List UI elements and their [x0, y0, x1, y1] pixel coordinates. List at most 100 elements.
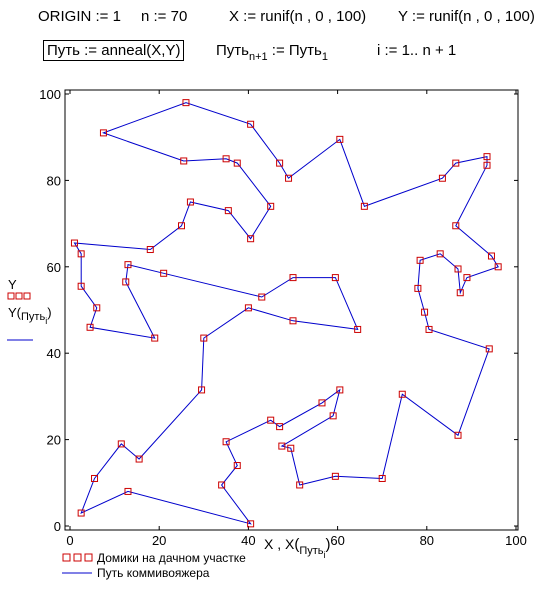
house-marker: [247, 235, 255, 243]
house-marker: [224, 207, 232, 215]
house-marker: [287, 444, 295, 452]
house-marker: [360, 202, 368, 210]
side-ypath-sub: Путь: [21, 311, 46, 323]
house-marker: [336, 135, 344, 143]
house-marker: [452, 222, 460, 230]
legend-line-sample: [62, 572, 92, 574]
x-tick-label: 0: [66, 533, 73, 548]
house-marker: [425, 325, 433, 333]
side-ypath-label: Y(Путьi): [8, 305, 52, 326]
x-tick-label: 40: [241, 533, 255, 548]
house-marker: [182, 99, 190, 107]
x-tick-label: 20: [152, 533, 166, 548]
side-y-label: Y: [8, 277, 17, 292]
house-marker: [414, 284, 422, 292]
house-marker: [135, 455, 143, 463]
house-marker: [267, 416, 275, 424]
house-marker: [146, 246, 154, 254]
house-marker: [198, 386, 206, 394]
house-marker: [77, 509, 85, 517]
x-tick-label: 80: [420, 533, 434, 548]
range-definition: i := 1.. n + 1: [377, 42, 457, 59]
house-marker: [421, 308, 429, 316]
house-marker: [331, 274, 339, 282]
salesman-path-line: [73, 102, 499, 525]
path-close-definition: Путьn+1 := Путь1: [216, 42, 328, 63]
house-marker: [483, 161, 491, 169]
house-marker: [494, 263, 502, 271]
house-marker: [289, 274, 297, 282]
house-marker: [318, 399, 326, 407]
y-tick-label: 20: [47, 433, 61, 448]
house-marker: [258, 293, 266, 301]
path-close-lhs: Путь: [216, 42, 249, 59]
house-marker: [463, 274, 471, 282]
side-ypath-main: Y: [8, 305, 17, 320]
house-marker: [483, 153, 491, 161]
path-close-lhs-sub: n+1: [248, 51, 268, 63]
origin-definition: ORIGIN := 1: [38, 8, 121, 25]
y-tick-label: 40: [47, 346, 61, 361]
house-marker: [436, 250, 444, 258]
house-marker: [160, 269, 168, 277]
legend-marker-sample: [62, 553, 93, 562]
house-marker: [336, 386, 344, 394]
house-marker: [438, 174, 446, 182]
house-marker: [452, 159, 460, 167]
y-tick-label: 60: [47, 260, 61, 275]
house-marker: [247, 520, 255, 528]
path-close-rhs: := Путь: [267, 42, 322, 59]
house-marker: [99, 129, 107, 137]
house-marker: [331, 472, 339, 480]
anneal-definition: Путь := anneal(X,Y): [43, 40, 185, 61]
house-marker: [485, 345, 493, 353]
house-marker: [93, 304, 101, 312]
y-tick-label: 0: [54, 519, 61, 534]
x-tick-label: 100: [505, 533, 527, 548]
house-marker: [398, 390, 406, 398]
house-marker: [77, 282, 85, 290]
y-tick-label: 80: [47, 173, 61, 188]
house-marker: [244, 304, 252, 312]
house-marker: [456, 289, 464, 297]
house-marker: [86, 323, 94, 331]
house-marker: [77, 250, 85, 258]
y-definition: Y := runif(n , 0 , 100): [398, 8, 535, 25]
house-marker: [329, 412, 337, 420]
house-marker: [354, 325, 362, 333]
house-marker: [122, 278, 130, 286]
y-tick-label: 100: [39, 87, 61, 102]
house-marker: [276, 423, 284, 431]
house-marker: [276, 159, 284, 167]
house-marker: [124, 487, 132, 495]
house-marker: [378, 474, 386, 482]
house-marker: [285, 174, 293, 182]
house-marker: [117, 440, 125, 448]
house-marker: [289, 317, 297, 325]
house-marker: [180, 157, 188, 165]
house-marker: [233, 462, 241, 470]
house-marker: [91, 474, 99, 482]
house-marker: [178, 222, 185, 230]
house-marker: [124, 261, 132, 269]
x-tick-label: 60: [330, 533, 344, 548]
house-marker: [233, 159, 241, 167]
house-marker: [454, 431, 462, 439]
house-marker: [278, 442, 286, 450]
x-definition: X := runif(n , 0 , 100): [229, 8, 367, 25]
house-marker: [296, 481, 304, 489]
side-ypath-subsub: i: [45, 316, 48, 326]
plot-frame: [64, 89, 519, 531]
n-definition: n := 70: [141, 8, 188, 25]
side-marker-sample: [7, 292, 31, 300]
legend-path: Путь коммивояжера: [97, 566, 210, 580]
house-marker: [454, 265, 462, 273]
house-marker: [247, 120, 255, 128]
house-marker: [222, 438, 230, 446]
x-axis-label-subsub: i: [323, 550, 326, 560]
x-axis-label-sub: Путь: [299, 545, 324, 557]
house-marker: [416, 256, 424, 264]
house-marker: [151, 334, 159, 342]
house-marker: [70, 239, 78, 247]
house-marker: [222, 155, 230, 163]
